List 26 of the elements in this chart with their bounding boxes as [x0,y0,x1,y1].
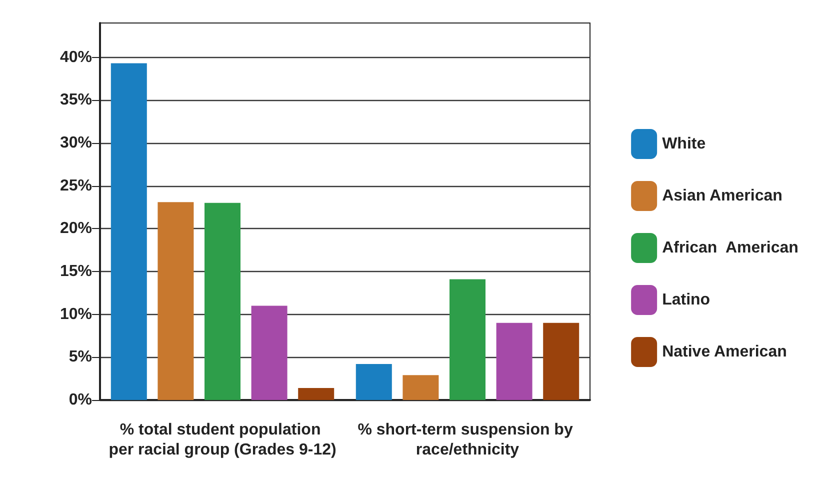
y-tick-label: 40% [60,48,92,66]
x-tick-label: % total student population per racial group (Grades 9-12) [108,422,336,458]
bar [110,63,147,400]
y-tick-label: 5% [68,348,92,366]
legend-label: Latino [662,292,710,308]
y-tick-label: 25% [60,177,92,194]
legend-label: White [662,136,706,152]
x-tick-label: % short-term suspension by race/ethnicity [358,422,578,458]
bar [204,202,240,400]
legend-label: Asian American [662,188,782,204]
legend-label: African American [662,240,798,256]
bar [402,375,439,400]
y-tick-label: 20% [60,220,92,238]
bar [356,364,392,400]
y-tick-label: 35% [60,92,92,109]
y-tick-label: 15% [60,262,92,280]
bar [450,279,486,400]
y-tick-label: 30% [60,134,92,152]
bar [496,322,532,400]
y-tick-label: 0% [68,392,92,408]
bar [251,306,288,400]
bar [298,388,334,400]
bar [543,322,580,400]
y-tick-label: 10% [60,306,92,323]
bar [158,202,194,400]
legend-label: Native American [662,344,787,360]
